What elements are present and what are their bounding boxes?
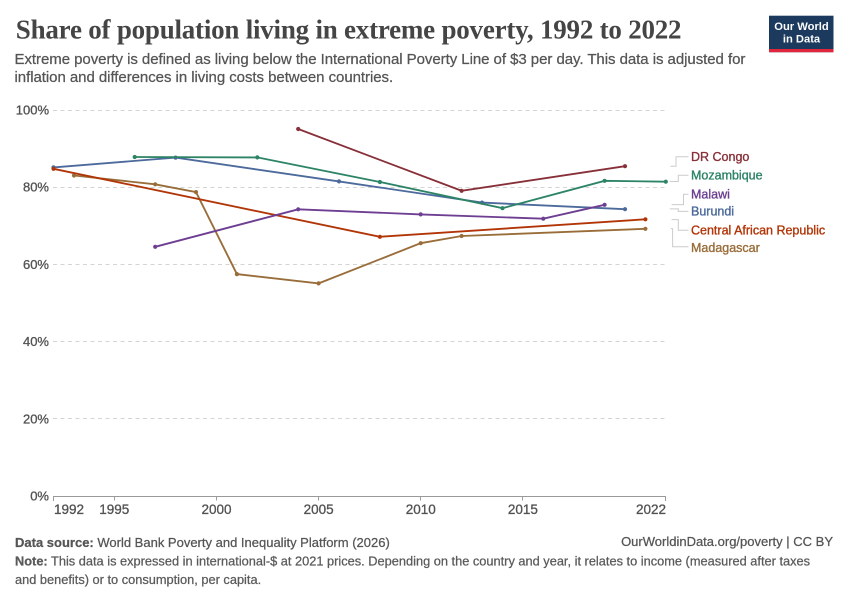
svg-text:inflation and differences in l: inflation and differences in living cost… xyxy=(15,69,394,86)
svg-text:Mozambique: Mozambique xyxy=(691,169,763,183)
svg-text:2022: 2022 xyxy=(636,502,666,517)
svg-text:20%: 20% xyxy=(23,411,49,426)
svg-text:Data source: World Bank Povert: Data source: World Bank Poverty and Ineq… xyxy=(15,535,390,550)
svg-text:2010: 2010 xyxy=(406,502,436,517)
svg-text:OurWorldinData.org/poverty | C: OurWorldinData.org/poverty | CC BY xyxy=(621,534,833,549)
svg-text:Our World: Our World xyxy=(774,21,829,33)
svg-text:Share of population living in: Share of population living in extreme po… xyxy=(16,15,682,45)
svg-text:60%: 60% xyxy=(23,257,49,272)
svg-text:DR Congo: DR Congo xyxy=(691,150,749,164)
svg-text:100%: 100% xyxy=(16,103,50,118)
svg-text:and benefits) or to consumptio: and benefits) or to consumption, per cap… xyxy=(15,572,261,587)
svg-text:Malawi: Malawi xyxy=(691,188,730,202)
svg-text:40%: 40% xyxy=(23,334,49,349)
svg-text:80%: 80% xyxy=(23,180,49,195)
svg-text:2015: 2015 xyxy=(508,502,538,517)
svg-text:2005: 2005 xyxy=(304,502,334,517)
svg-text:Central African Republic: Central African Republic xyxy=(691,224,825,238)
svg-text:2000: 2000 xyxy=(201,502,231,517)
svg-text:Burundi: Burundi xyxy=(691,205,734,219)
svg-text:in Data: in Data xyxy=(783,33,821,45)
svg-text:1992: 1992 xyxy=(54,502,84,517)
svg-text:Note: This data is expressed i: Note: This data is expressed in internat… xyxy=(15,554,810,569)
svg-text:Madagascar: Madagascar xyxy=(691,241,760,255)
svg-text:0%: 0% xyxy=(30,489,49,504)
svg-text:1995: 1995 xyxy=(99,502,129,517)
svg-text:Extreme poverty is defined as: Extreme poverty is defined as living bel… xyxy=(15,51,746,68)
